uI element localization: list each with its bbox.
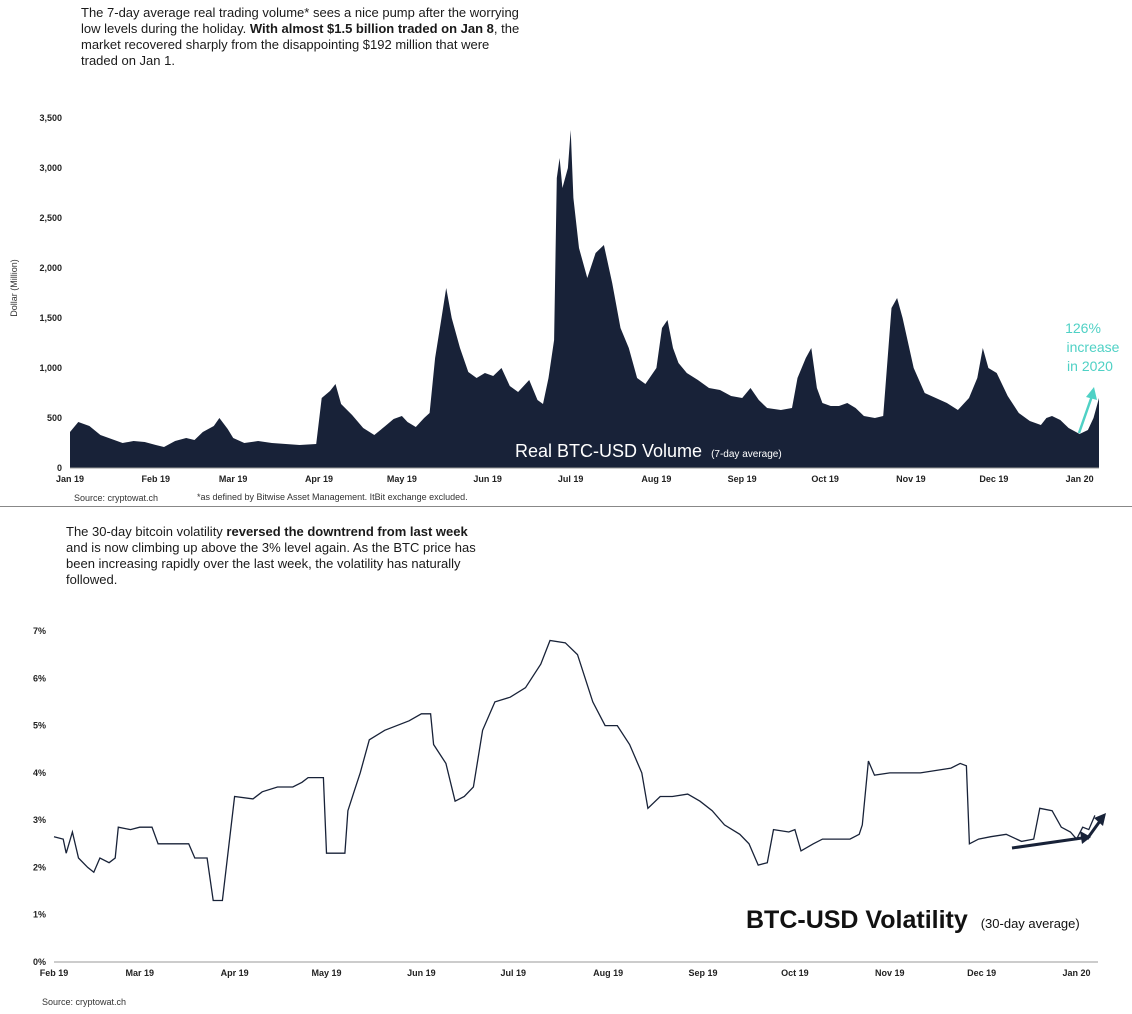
volatility-commentary-segment: reversed the downtrend from last week (226, 524, 468, 539)
volume-chart-title-main: Real BTC-USD Volume (515, 441, 702, 461)
volatility-chart: 0% 1% 2% 3% 4% 5% 6% 7% Feb 19 Mar 19 Apr 19 May 1… (33, 626, 1106, 978)
volume-y-tick-label: 1,500 (39, 313, 62, 323)
volatility-x-tick-label: Jul 19 (500, 968, 526, 978)
volatility-x-tick-label: May 19 (311, 968, 341, 978)
volume-footnote: *as defined by Bitwise Asset Management.… (197, 492, 468, 502)
volatility-source: Source: cryptowat.ch (42, 997, 127, 1007)
volume-y-tick-label: 2,500 (39, 213, 62, 223)
volatility-y-tick-label: 6% (33, 673, 46, 683)
volume-source: Source: cryptowat.ch (74, 493, 159, 503)
volume-x-tick-label: Feb 19 (141, 474, 170, 484)
volatility-y-tick-label: 2% (33, 862, 46, 872)
volatility-x-tick-label: Oct 19 (781, 968, 809, 978)
volume-commentary-segment: With almost $1.5 billion traded on Jan 8 (249, 21, 494, 36)
volatility-y-tick-label: 7% (33, 626, 46, 636)
volatility-commentary-segment: and is now climbing up above the 3% leve… (66, 540, 476, 587)
volume-y-tick-label: 3,500 (39, 113, 62, 123)
volatility-y-tick-label: 3% (33, 815, 46, 825)
volatility-y-tick-label: 5% (33, 721, 46, 731)
volume-x-tick-label: Dec 19 (979, 474, 1008, 484)
increase-annotation: 126% increase in 2020 (1065, 320, 1120, 374)
volatility-x-tick-label: Jun 19 (407, 968, 436, 978)
volatility-y-tick-label: 4% (33, 768, 46, 778)
volatility-chart-title-sub: (30-day average) (981, 916, 1080, 931)
volume-x-tick-label: Jun 19 (473, 474, 502, 484)
rise-arrowhead-icon (1094, 813, 1106, 826)
volume-chart: 0 500 1,000 1,500 2,000 2,500 3,000 3,500 Jan 1… (9, 113, 1120, 484)
volume-x-tick-label: Oct 19 (811, 474, 839, 484)
annotation-line-3: in 2020 (1067, 358, 1113, 374)
volatility-x-tick-label: Sep 19 (689, 968, 718, 978)
volume-x-tick-label: Aug 19 (641, 474, 671, 484)
volume-y-tick-label: 0 (57, 463, 62, 473)
volatility-y-tick-label: 0% (33, 957, 46, 967)
volatility-x-tick-label: Feb 19 (40, 968, 69, 978)
volatility-x-tick-label: Dec 19 (967, 968, 996, 978)
volume-x-tick-label: Apr 19 (305, 474, 333, 484)
volume-x-tick-label: Jan 20 (1066, 474, 1094, 484)
volume-chart-title-sub: (7-day average) (711, 449, 782, 460)
volatility-commentary-segment: The 30-day bitcoin volatility (66, 524, 227, 539)
volume-x-tick-label: Jul 19 (558, 474, 584, 484)
volume-y-axis-label: Dollar (Million) (9, 259, 19, 317)
volume-commentary: The 7-day average real trading volume* s… (81, 5, 521, 69)
volume-y-tick-label: 500 (47, 413, 62, 423)
volume-x-tick-label: Mar 19 (219, 474, 248, 484)
volume-area-series (70, 130, 1099, 468)
volatility-x-tick-label: Apr 19 (221, 968, 249, 978)
volume-x-tick-label: Sep 19 (728, 474, 757, 484)
volatility-x-tick-label: Nov 19 (875, 968, 905, 978)
annotation-line-2: increase (1067, 339, 1120, 355)
trend-arrowhead-icon (1080, 831, 1091, 844)
increase-arrow-icon (1077, 395, 1094, 434)
rise-arrow-icon (1085, 820, 1102, 840)
volume-x-tick-label: Nov 19 (896, 474, 926, 484)
increase-arrowhead-icon (1086, 387, 1097, 400)
volatility-x-tick-label: Mar 19 (125, 968, 154, 978)
volatility-y-tick-label: 1% (33, 910, 46, 920)
volume-y-tick-label: 3,000 (39, 163, 62, 173)
volume-y-tick-label: 2,000 (39, 263, 62, 273)
volume-y-tick-label: 1,000 (39, 363, 62, 373)
volume-x-tick-label: Jan 19 (56, 474, 84, 484)
volatility-chart-title: BTC-USD Volatility (30-day average) (746, 906, 1080, 934)
volume-commentary-segment: , the market recovered sharply from the … (81, 21, 520, 68)
trend-arrow-icon (1011, 836, 1083, 850)
annotation-line-1: 126% (1065, 320, 1101, 336)
volatility-line-series (53, 639, 1096, 902)
section-divider (0, 506, 1132, 507)
volume-commentary-segment: The 7-day average real trading volume* s… (81, 5, 519, 36)
volatility-x-tick-label: Jan 20 (1063, 968, 1091, 978)
volatility-chart-title-main: BTC-USD Volatility (746, 906, 968, 934)
volume-chart-title: Real BTC-USD Volume (7-day average) (515, 441, 782, 461)
volatility-x-tick-label: Aug 19 (593, 968, 623, 978)
volume-x-tick-label: May 19 (387, 474, 417, 484)
volatility-commentary: The 30-day bitcoin volatility reversed t… (66, 524, 486, 588)
